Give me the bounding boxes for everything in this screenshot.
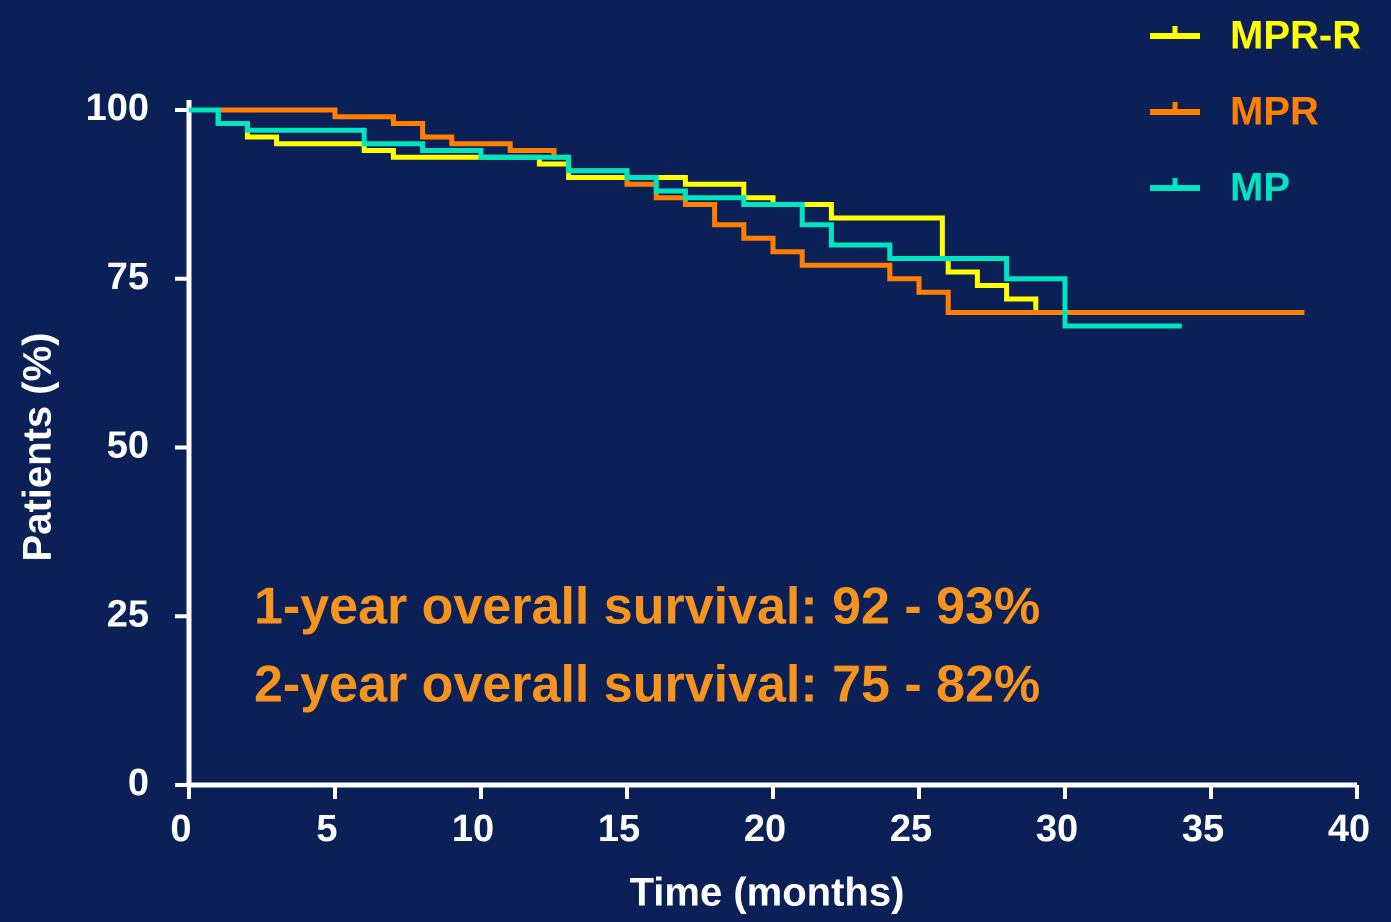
legend-label: MPR-R xyxy=(1230,14,1361,58)
x-tick-label: 0 xyxy=(170,808,191,850)
x-tick-label: 40 xyxy=(1328,808,1370,850)
x-tick-label: 5 xyxy=(316,808,337,850)
annotation: 2-year overall survival: 75 - 82% xyxy=(254,656,1040,714)
x-tick-label: 15 xyxy=(598,808,640,850)
annotation: 1-year overall survival: 92 - 93% xyxy=(254,578,1040,636)
y-tick-label: 25 xyxy=(107,593,149,635)
legend-label: MP xyxy=(1230,166,1290,210)
x-tick-label: 30 xyxy=(1036,808,1078,850)
survival-curve xyxy=(189,107,1182,315)
x-axis-label: Time (months) xyxy=(630,871,905,915)
survival-curve xyxy=(189,107,1182,329)
x-tick-label: 10 xyxy=(452,808,494,850)
y-tick-label: 100 xyxy=(86,87,149,129)
y-tick-label: 0 xyxy=(128,762,149,804)
legend-label: MPR xyxy=(1230,90,1319,134)
x-tick-label: 20 xyxy=(744,808,786,850)
y-axis-label: Patients (%) xyxy=(16,333,60,562)
y-tick-label: 50 xyxy=(107,425,149,467)
x-tick-label: 25 xyxy=(890,808,932,850)
x-tick-label: 35 xyxy=(1182,808,1224,850)
y-tick-label: 75 xyxy=(107,256,149,298)
